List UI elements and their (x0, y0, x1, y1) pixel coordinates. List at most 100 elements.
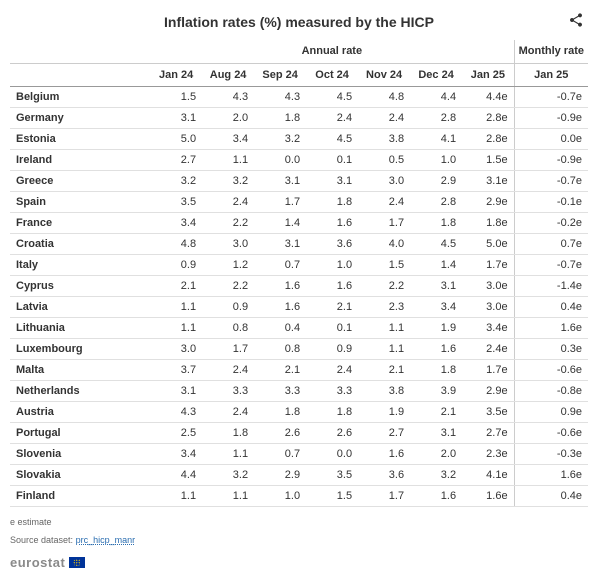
header-group-monthly: Monthly rate (514, 40, 588, 63)
cell-value: 1.7e (462, 254, 514, 275)
cell-value: 2.4 (306, 359, 358, 380)
estimate-note: e estimate (10, 517, 588, 527)
row-country: Cyprus (10, 275, 150, 296)
table-row: Netherlands3.13.33.33.33.83.92.9e-0.8e (10, 380, 588, 401)
footer-logo: eurostat (10, 555, 588, 570)
cell-monthly: -0.1e (514, 191, 588, 212)
table-row: Malta3.72.42.12.42.11.81.7e-0.6e (10, 359, 588, 380)
cell-value: 1.8 (410, 359, 462, 380)
table-row: Estonia5.03.43.24.53.84.12.8e0.0e (10, 128, 588, 149)
cell-value: 1.6 (306, 212, 358, 233)
cell-monthly: -0.6e (514, 359, 588, 380)
cell-monthly: 0.4e (514, 296, 588, 317)
row-country: Lithuania (10, 317, 150, 338)
cell-value: 0.9 (202, 296, 254, 317)
cell-value: 3.8 (358, 380, 410, 401)
cell-value: 2.1 (254, 359, 306, 380)
cell-value: 4.5 (306, 86, 358, 107)
cell-value: 2.8 (410, 191, 462, 212)
row-country: Belgium (10, 86, 150, 107)
table-row: France3.42.21.41.61.71.81.8e-0.2e (10, 212, 588, 233)
col-header-monthly: Jan 25 (514, 63, 588, 86)
cell-value: 3.5e (462, 401, 514, 422)
cell-value: 1.1 (150, 485, 202, 506)
cell-value: 2.4 (202, 401, 254, 422)
cell-monthly: 1.6e (514, 464, 588, 485)
cell-value: 3.0e (462, 296, 514, 317)
row-country: Ireland (10, 149, 150, 170)
cell-value: 3.4 (410, 296, 462, 317)
row-country: Estonia (10, 128, 150, 149)
cell-value: 2.3 (358, 296, 410, 317)
cell-value: 4.3 (150, 401, 202, 422)
row-country: Austria (10, 401, 150, 422)
table-row: Cyprus2.12.21.61.62.23.13.0e-1.4e (10, 275, 588, 296)
col-header: Oct 24 (306, 63, 358, 86)
cell-monthly: -1.4e (514, 275, 588, 296)
cell-value: 1.5 (358, 254, 410, 275)
cell-value: 1.8e (462, 212, 514, 233)
cell-value: 3.4 (202, 128, 254, 149)
cell-value: 3.0e (462, 275, 514, 296)
row-country: Finland (10, 485, 150, 506)
cell-value: 2.4 (306, 107, 358, 128)
row-country: Greece (10, 170, 150, 191)
header-blank2 (10, 63, 150, 86)
cell-value: 4.5 (306, 128, 358, 149)
table-row: Germany3.12.01.82.42.42.82.8e-0.9e (10, 107, 588, 128)
cell-value: 3.0 (358, 170, 410, 191)
cell-value: 4.0 (358, 233, 410, 254)
table-header: Annual rate Monthly rate Jan 24Aug 24Sep… (10, 40, 588, 86)
cell-value: 0.0 (306, 443, 358, 464)
cell-value: 2.7 (358, 422, 410, 443)
row-country: France (10, 212, 150, 233)
cell-value: 0.8 (254, 338, 306, 359)
table-row: Lithuania1.10.80.40.11.11.93.4e1.6e (10, 317, 588, 338)
cell-value: 3.1 (410, 422, 462, 443)
cell-value: 2.8e (462, 128, 514, 149)
cell-value: 0.7 (254, 443, 306, 464)
cell-value: 1.7 (358, 212, 410, 233)
header-blank (10, 40, 150, 63)
cell-value: 1.6 (410, 338, 462, 359)
table-row: Slovakia4.43.22.93.53.63.24.1e1.6e (10, 464, 588, 485)
cell-value: 3.3 (254, 380, 306, 401)
cell-value: 3.1e (462, 170, 514, 191)
cell-value: 4.3 (202, 86, 254, 107)
cell-monthly: -0.8e (514, 380, 588, 401)
cell-value: 3.1 (150, 380, 202, 401)
cell-monthly: -0.3e (514, 443, 588, 464)
cell-value: 0.5 (358, 149, 410, 170)
figure-title: Inflation rates (%) measured by the HICP (164, 8, 434, 40)
table-row: Latvia1.10.91.62.12.33.43.0e0.4e (10, 296, 588, 317)
table-row: Spain3.52.41.71.82.42.82.9e-0.1e (10, 191, 588, 212)
cell-value: 3.2 (410, 464, 462, 485)
header: Inflation rates (%) measured by the HICP (10, 8, 588, 40)
cell-value: 2.2 (358, 275, 410, 296)
col-header: Nov 24 (358, 63, 410, 86)
cell-value: 1.6e (462, 485, 514, 506)
header-group-annual: Annual rate (150, 40, 514, 63)
cell-value: 4.1e (462, 464, 514, 485)
cell-value: 2.4e (462, 338, 514, 359)
row-country: Latvia (10, 296, 150, 317)
cell-value: 1.8 (254, 401, 306, 422)
cell-monthly: 0.9e (514, 401, 588, 422)
col-header: Dec 24 (410, 63, 462, 86)
cell-value: 0.0 (254, 149, 306, 170)
cell-monthly: 0.4e (514, 485, 588, 506)
row-country: Luxembourg (10, 338, 150, 359)
share-icon[interactable] (568, 12, 584, 33)
table-row: Slovenia3.41.10.70.01.62.02.3e-0.3e (10, 443, 588, 464)
cell-value: 4.4 (410, 86, 462, 107)
cell-monthly: -0.7e (514, 170, 588, 191)
cell-value: 2.4 (202, 359, 254, 380)
cell-value: 2.2 (202, 212, 254, 233)
source-link[interactable]: prc_hicp_manr (76, 535, 136, 545)
figure-container: Inflation rates (%) measured by the HICP… (0, 0, 598, 578)
cell-value: 2.9e (462, 191, 514, 212)
cell-value: 1.0 (306, 254, 358, 275)
eurostat-wordmark: eurostat (10, 555, 65, 570)
source-line: Source dataset: prc_hicp_manr (10, 535, 588, 545)
cell-value: 2.8e (462, 107, 514, 128)
